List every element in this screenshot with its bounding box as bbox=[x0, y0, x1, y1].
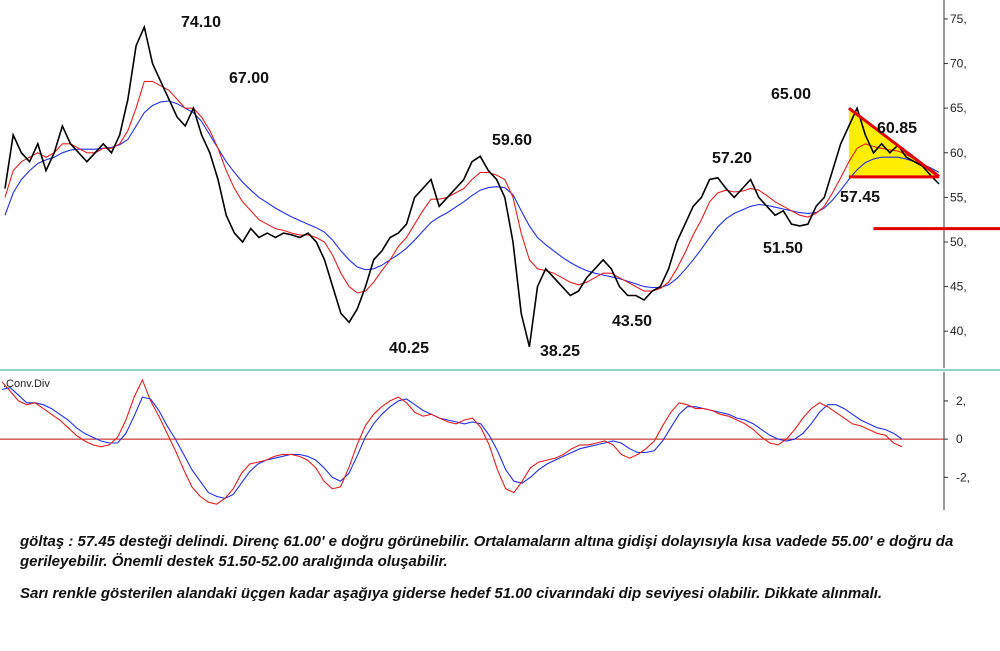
price-annotation: 65.00 bbox=[771, 86, 811, 103]
price-annotation: 74.10 bbox=[181, 14, 221, 31]
indicator-tick-label: -2, bbox=[956, 470, 970, 484]
price-annotation: 57.45 bbox=[840, 189, 880, 206]
indicator-series-macd bbox=[1, 378, 903, 505]
price-tick-label: 45, bbox=[950, 280, 967, 294]
price-annotation: 51.50 bbox=[763, 240, 803, 257]
price-annotation: 59.60 bbox=[492, 132, 532, 149]
indicator-tick-label: 0 bbox=[956, 432, 963, 446]
price-tick-label: 65, bbox=[950, 101, 967, 115]
triangle-upper-line bbox=[847, 106, 940, 179]
price-annotation: 43.50 bbox=[612, 313, 652, 330]
commentary-text-1: göltaş : 57.45 desteği delindi. Direnç 6… bbox=[20, 533, 954, 570]
price-tick-label: 60, bbox=[950, 146, 967, 160]
price-annotation: 40.25 bbox=[389, 340, 429, 357]
indicator-panel: 2, 0 -2, .Conv.Div bbox=[0, 372, 970, 510]
series-close bbox=[4, 24, 940, 347]
price-annotations: 74.10 67.00 40.25 59.60 38.25 43.50 57.20 51.50… bbox=[181, 14, 917, 360]
indicator-axis-ticks: 2, 0 -2, bbox=[944, 394, 970, 484]
price-annotation: 60.85 bbox=[877, 120, 917, 137]
indicator-series-signal bbox=[1, 386, 903, 499]
series-ma-short bbox=[4, 80, 940, 294]
price-tick-label: 55, bbox=[950, 190, 967, 204]
price-annotation: 57.20 bbox=[712, 150, 752, 167]
price-tick-label: 75, bbox=[950, 12, 967, 26]
price-panel: 40, 45, 50, 55, 60, 65, 70, 75, 74.10 67.00 40.25… bbox=[4, 0, 1000, 368]
price-tick-label: 40, bbox=[950, 324, 967, 338]
price-tick-label: 50, bbox=[950, 235, 967, 249]
price-annotation: 38.25 bbox=[540, 343, 580, 360]
price-series bbox=[4, 24, 940, 347]
indicator-title: .Conv.Div bbox=[3, 378, 50, 390]
price-overlay-lines bbox=[847, 106, 1000, 231]
commentary-text-2: Sarı renkle gösterilen alandaki üçgen ka… bbox=[20, 585, 883, 602]
price-annotation: 67.00 bbox=[229, 70, 269, 87]
indicator-tick-label: 2, bbox=[956, 394, 966, 408]
chart-canvas: 40, 45, 50, 55, 60, 65, 70, 75, 74.10 67.00 40.25… bbox=[0, 0, 1000, 510]
series-ma-long bbox=[4, 100, 940, 289]
price-tick-label: 70, bbox=[950, 57, 967, 71]
price-axis-ticks: 40, 45, 50, 55, 60, 65, 70, 75, bbox=[944, 12, 967, 338]
indicator-series bbox=[1, 378, 903, 505]
